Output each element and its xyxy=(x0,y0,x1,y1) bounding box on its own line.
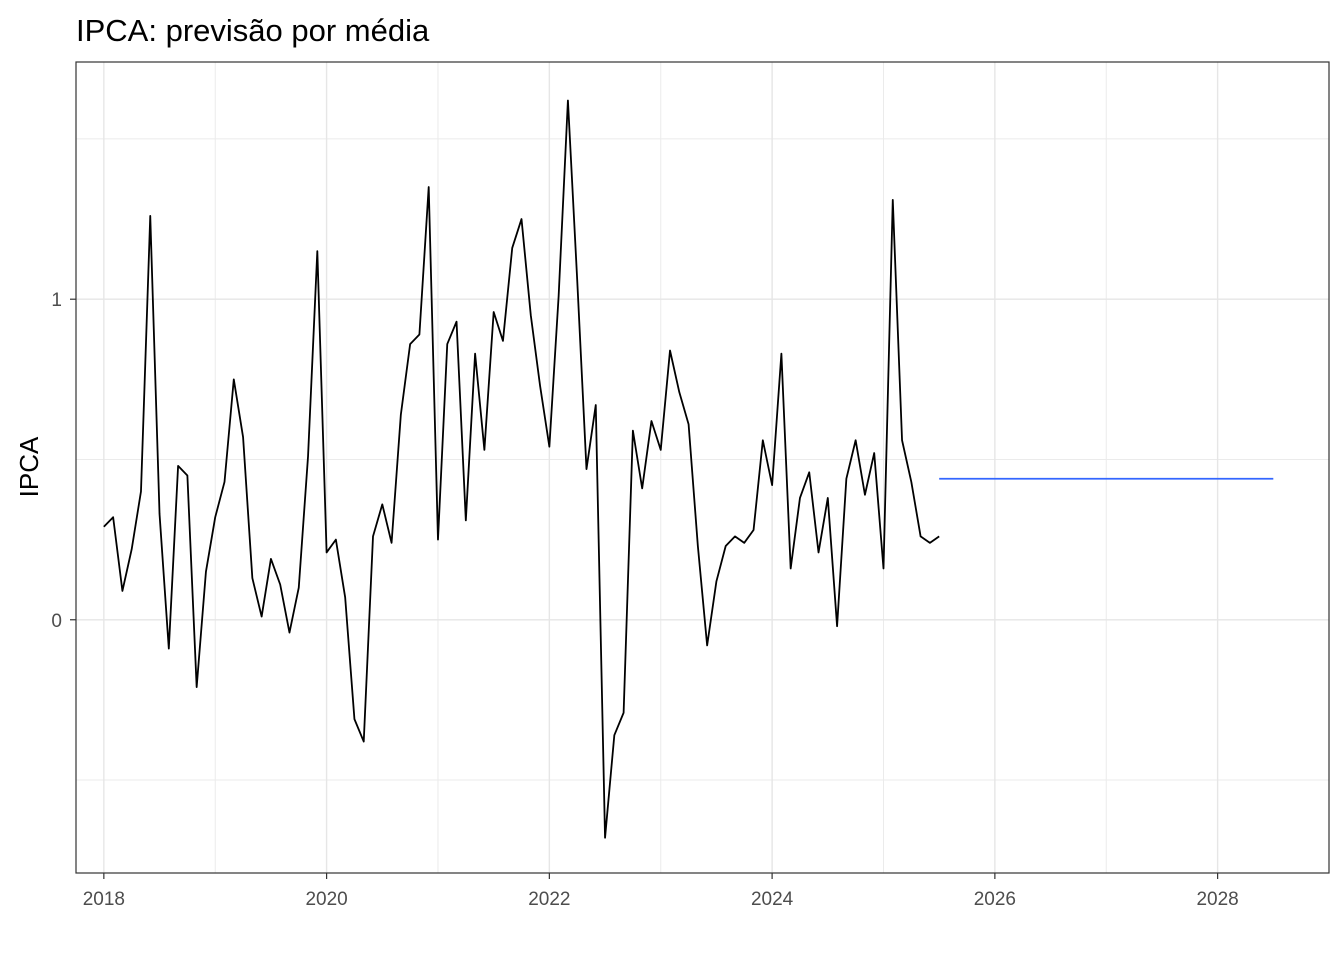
chart-title: IPCA: previsão por média xyxy=(76,13,430,48)
series-line-0 xyxy=(103,99,940,839)
y-axis-label: IPCA xyxy=(14,436,44,497)
y-tick-label-1: 1 xyxy=(51,290,62,311)
x-tick-label-0: 2018 xyxy=(83,889,125,910)
x-tick-label-3: 2024 xyxy=(751,889,794,910)
x-tick-label-2: 2022 xyxy=(528,889,570,910)
y-axis-ticks: 01 xyxy=(51,290,76,632)
x-tick-label-1: 2020 xyxy=(305,889,347,910)
y-tick-label-0: 0 xyxy=(51,611,62,632)
plot-border xyxy=(75,61,1330,874)
grid-minor xyxy=(76,62,1329,873)
grid-major xyxy=(76,62,1329,873)
x-tick-label-4: 2026 xyxy=(974,889,1016,910)
x-axis-ticks: 2018 2020 2022 2024 2026 2028 xyxy=(83,873,1239,910)
x-tick-label-5: 2028 xyxy=(1196,889,1238,910)
series-layer xyxy=(103,99,1274,839)
